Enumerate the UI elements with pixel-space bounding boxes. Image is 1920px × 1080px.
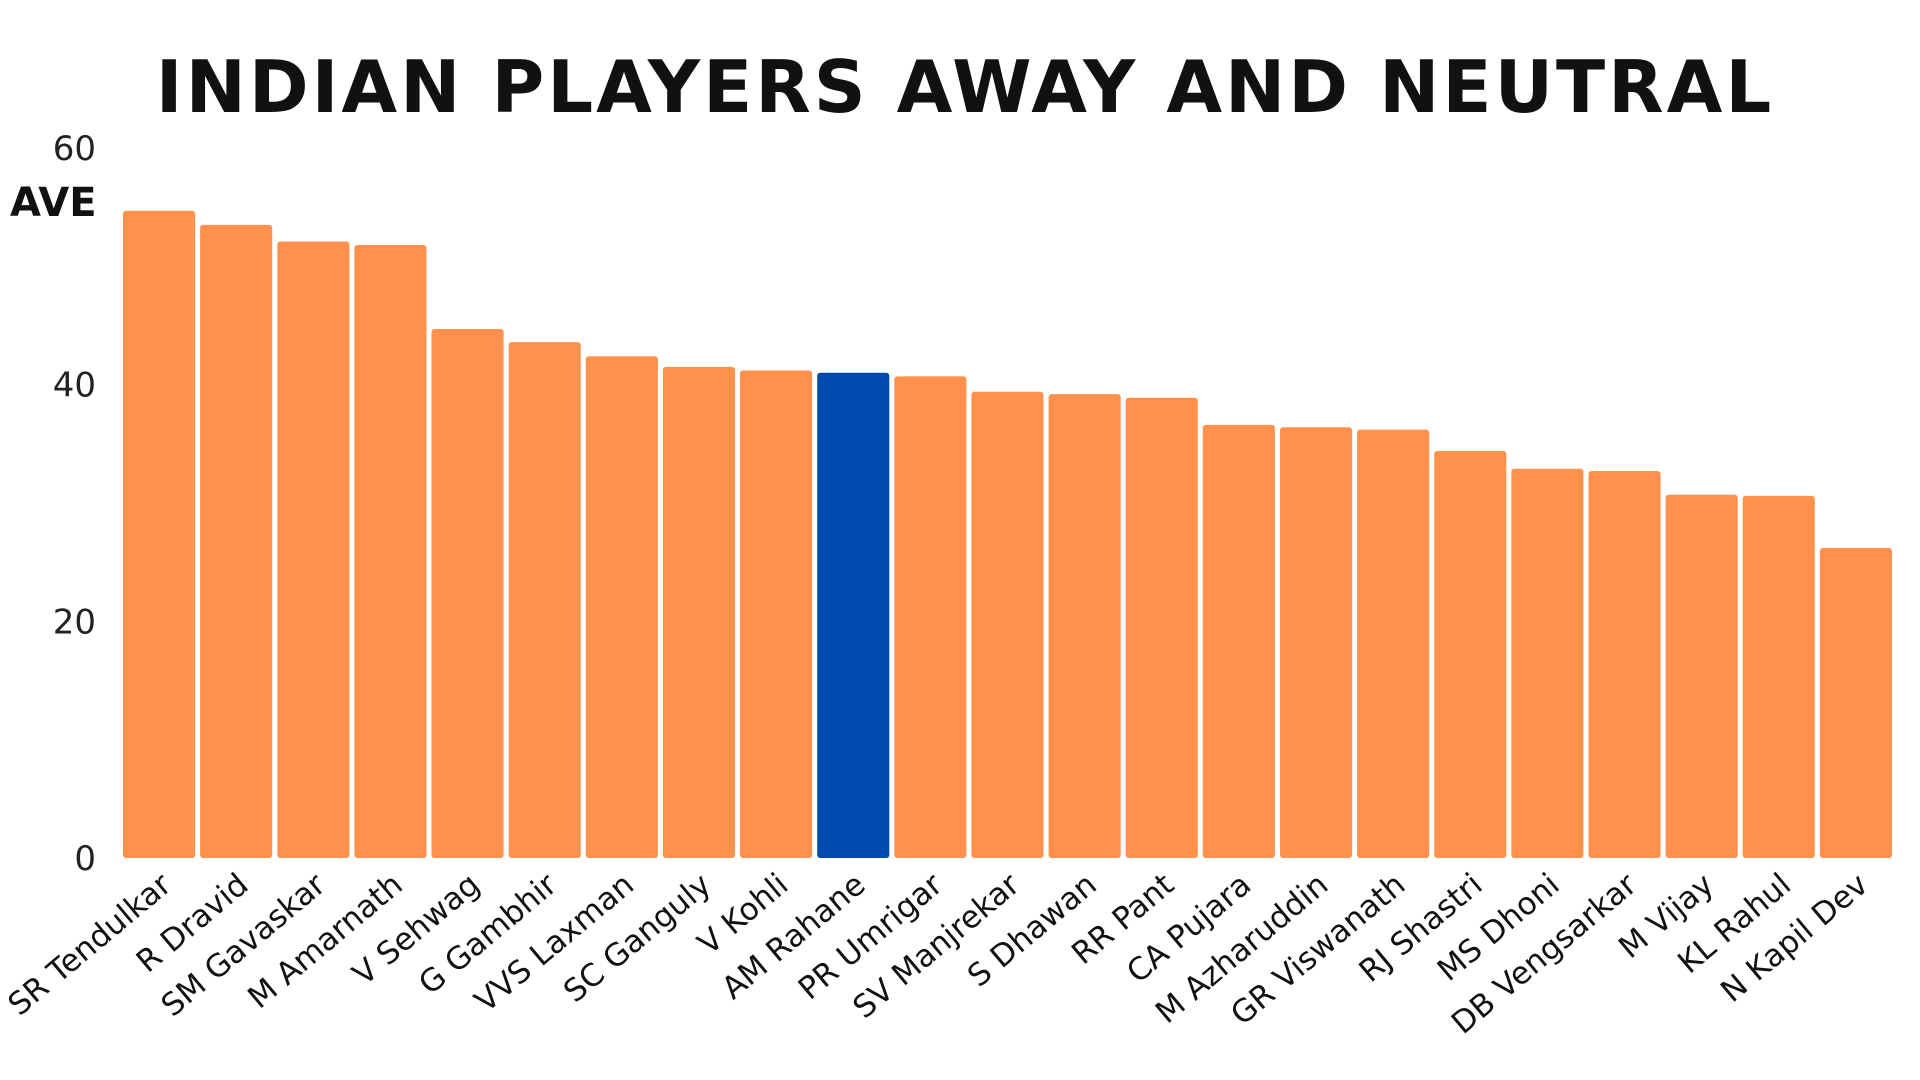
bar xyxy=(1588,471,1661,858)
chart-title: INDIAN PLAYERS AWAY AND NEUTRAL xyxy=(156,45,1774,129)
bar xyxy=(277,241,350,858)
bar xyxy=(971,391,1044,858)
bar xyxy=(123,210,196,858)
bar xyxy=(1280,427,1353,858)
bar xyxy=(1357,429,1430,858)
bar xyxy=(1665,494,1738,858)
bar xyxy=(354,245,427,858)
y-axis-label: AVE xyxy=(10,180,97,226)
bar xyxy=(431,329,504,858)
bar xyxy=(1511,468,1584,858)
bars xyxy=(123,210,1892,859)
bar xyxy=(662,366,735,858)
bar xyxy=(1048,394,1121,858)
bar xyxy=(1434,450,1507,858)
bar xyxy=(1202,424,1275,858)
bar xyxy=(585,356,658,858)
y-tick-label: 40 xyxy=(53,366,96,406)
bar xyxy=(894,376,967,858)
bar xyxy=(508,342,581,859)
bar xyxy=(817,372,890,858)
bar xyxy=(1819,548,1892,858)
bar xyxy=(1742,495,1815,858)
y-tick-label: 0 xyxy=(74,839,96,879)
bar xyxy=(1125,397,1198,858)
bar xyxy=(740,370,813,858)
y-tick-label: 60 xyxy=(53,129,96,169)
bar xyxy=(200,224,273,858)
y-tick-label: 20 xyxy=(53,602,96,642)
y-axis-ticks: 0 20 40 60 xyxy=(53,129,96,879)
